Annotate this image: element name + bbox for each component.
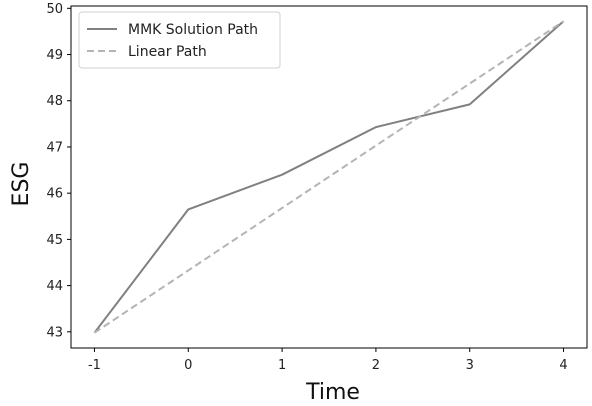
y-tick-label: 45 xyxy=(46,233,63,248)
legend-label-linear-path: Linear Path xyxy=(128,44,207,60)
y-tick-label: 44 xyxy=(46,279,63,294)
legend: MMK Solution Path Linear Path xyxy=(78,11,281,69)
x-axis: -1 0 1 2 3 4 xyxy=(88,348,568,373)
x-axis-title: Time xyxy=(305,380,360,405)
series-layer xyxy=(93,20,565,334)
y-tick-label: 49 xyxy=(46,48,63,63)
y-axis: 43 44 45 46 47 48 49 50 xyxy=(46,2,71,340)
x-tick-label: 2 xyxy=(372,358,380,373)
x-tick-label: 1 xyxy=(278,358,286,373)
y-tick-label: 43 xyxy=(46,325,63,340)
y-tick-label: 47 xyxy=(46,140,63,155)
series-line-mmk-solution-path xyxy=(93,20,565,334)
x-tick-label: 4 xyxy=(559,358,567,373)
series-line-linear-path xyxy=(93,20,565,334)
y-tick-label: 48 xyxy=(46,94,63,109)
y-tick-label: 46 xyxy=(46,187,63,202)
x-tick-label: 0 xyxy=(184,358,192,373)
legend-box xyxy=(78,11,281,69)
y-tick-label: 50 xyxy=(46,2,63,17)
x-tick-label: 3 xyxy=(466,358,474,373)
legend-label-mmk-solution-path: MMK Solution Path xyxy=(128,22,258,38)
x-tick-label: -1 xyxy=(88,358,101,373)
y-axis-title: ESG xyxy=(9,162,34,207)
